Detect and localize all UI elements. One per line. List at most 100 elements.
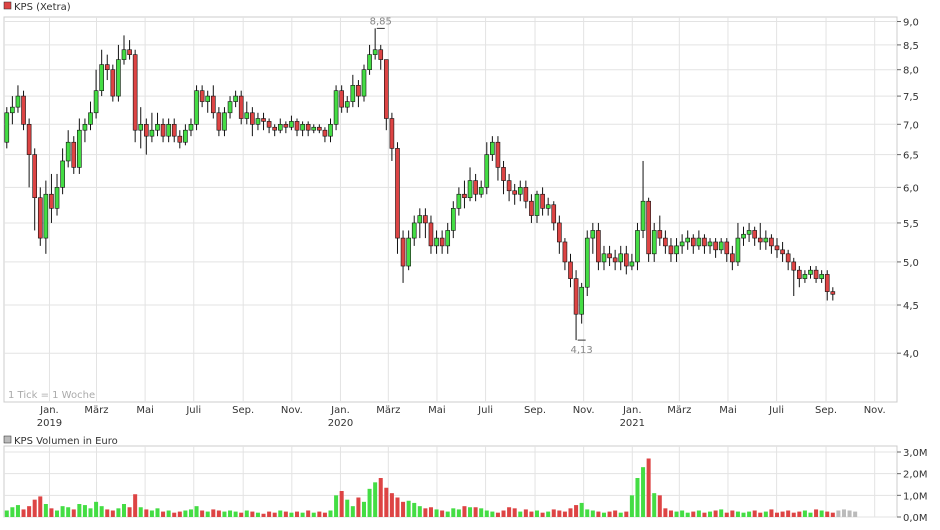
candle-body: [317, 126, 322, 131]
volume-bar: [546, 511, 551, 517]
price-y-tick-label: 6,0: [903, 183, 919, 194]
candle: [423, 208, 428, 239]
candle: [584, 230, 590, 297]
candle: [512, 183, 517, 205]
candle-body: [752, 230, 757, 239]
x-tick-label: Jan.: [330, 405, 350, 416]
volume-bar: [763, 511, 768, 517]
volume-bar: [149, 510, 154, 517]
candle: [746, 222, 752, 242]
volume-bar: [680, 510, 685, 517]
candle-body: [646, 200, 651, 255]
volume-bar: [144, 509, 149, 517]
candle-body: [328, 124, 333, 137]
candle: [205, 90, 211, 113]
volume-bar: [378, 478, 383, 517]
volume-bar: [311, 512, 316, 517]
candle: [434, 230, 439, 254]
volume-bar: [747, 511, 752, 517]
volume-bar: [708, 511, 713, 517]
candle: [428, 215, 434, 254]
price-panel: 9,0 8,5 8,0 7,5 7,0 6,5 6,0 5,5 5,0 4,5 4,0 8,85 4,…: [3, 1, 919, 403]
candle: [529, 194, 534, 223]
volume-bar: [255, 512, 260, 517]
x-tick-label: Sep.: [815, 405, 837, 416]
candle: [657, 215, 663, 246]
candle: [417, 208, 423, 239]
candle: [735, 222, 741, 267]
volume-bar: [194, 506, 199, 517]
volume-bar: [155, 508, 160, 517]
candle: [166, 118, 171, 143]
candle: [15, 85, 21, 113]
candle: [339, 85, 344, 113]
volume-bar: [66, 507, 71, 517]
candle: [769, 234, 774, 254]
candle-body: [824, 274, 830, 292]
volume-bar: [356, 497, 361, 517]
volume-bar: [38, 496, 43, 517]
candle-body: [65, 141, 71, 162]
candle-body: [512, 190, 517, 195]
candle-body: [356, 85, 361, 97]
volume-bar: [110, 510, 115, 517]
volume-bar: [239, 512, 244, 517]
candle: [551, 201, 557, 231]
volume-bar: [384, 487, 389, 517]
volume-bar: [456, 509, 461, 517]
candle: [562, 238, 568, 271]
candle: [333, 85, 339, 131]
candle: [629, 253, 635, 271]
candle-body: [434, 237, 439, 247]
candle-body: [813, 269, 819, 279]
volume-bar: [267, 511, 272, 517]
candle-body: [367, 54, 372, 70]
candle-body: [250, 112, 255, 125]
volume-bar: [105, 509, 110, 517]
volume-bar: [177, 511, 182, 517]
candle-body: [551, 204, 557, 224]
volume-bar: [668, 510, 673, 517]
volume-panel-frame: [3, 445, 898, 518]
candle-body: [104, 64, 110, 70]
volume-bar: [339, 491, 344, 517]
candle-body: [49, 193, 54, 209]
volume-bar: [702, 512, 707, 517]
volume-bar: [724, 512, 729, 517]
candle-body: [77, 129, 82, 168]
candle: [255, 112, 261, 131]
x-year-label: 2019: [37, 418, 62, 429]
x-tick-label: Mai: [428, 405, 446, 416]
candle-body: [741, 233, 746, 239]
volume-y-tick-label: 1,0M: [903, 491, 928, 502]
candle: [450, 201, 456, 239]
candle: [54, 173, 60, 216]
volume-bar: [121, 504, 127, 517]
candle: [144, 118, 149, 155]
candle-body: [210, 95, 216, 114]
volume-bar: [691, 511, 696, 517]
candle-body: [361, 69, 367, 97]
x-tick-label: Nov.: [864, 405, 886, 416]
volume-bar: [752, 510, 757, 517]
candle: [60, 148, 65, 195]
candle-body: [82, 124, 88, 131]
x-tick-label: Jan.: [622, 405, 642, 416]
volume-bar: [797, 511, 802, 517]
volume-bar: [596, 511, 601, 517]
volume-bar: [423, 508, 428, 517]
volume-bar: [780, 511, 785, 517]
candle: [93, 69, 99, 119]
candle: [467, 167, 473, 202]
candle-body: [428, 222, 434, 247]
candle: [82, 118, 88, 143]
candle: [651, 222, 657, 262]
candle-body: [99, 64, 104, 91]
volume-bar: [825, 511, 830, 517]
volume-bar: [138, 507, 143, 517]
volume-bar: [814, 509, 819, 517]
candle-body: [724, 241, 730, 255]
candle: [557, 215, 562, 254]
volume-bar: [434, 509, 439, 517]
volume-bar: [88, 508, 93, 517]
